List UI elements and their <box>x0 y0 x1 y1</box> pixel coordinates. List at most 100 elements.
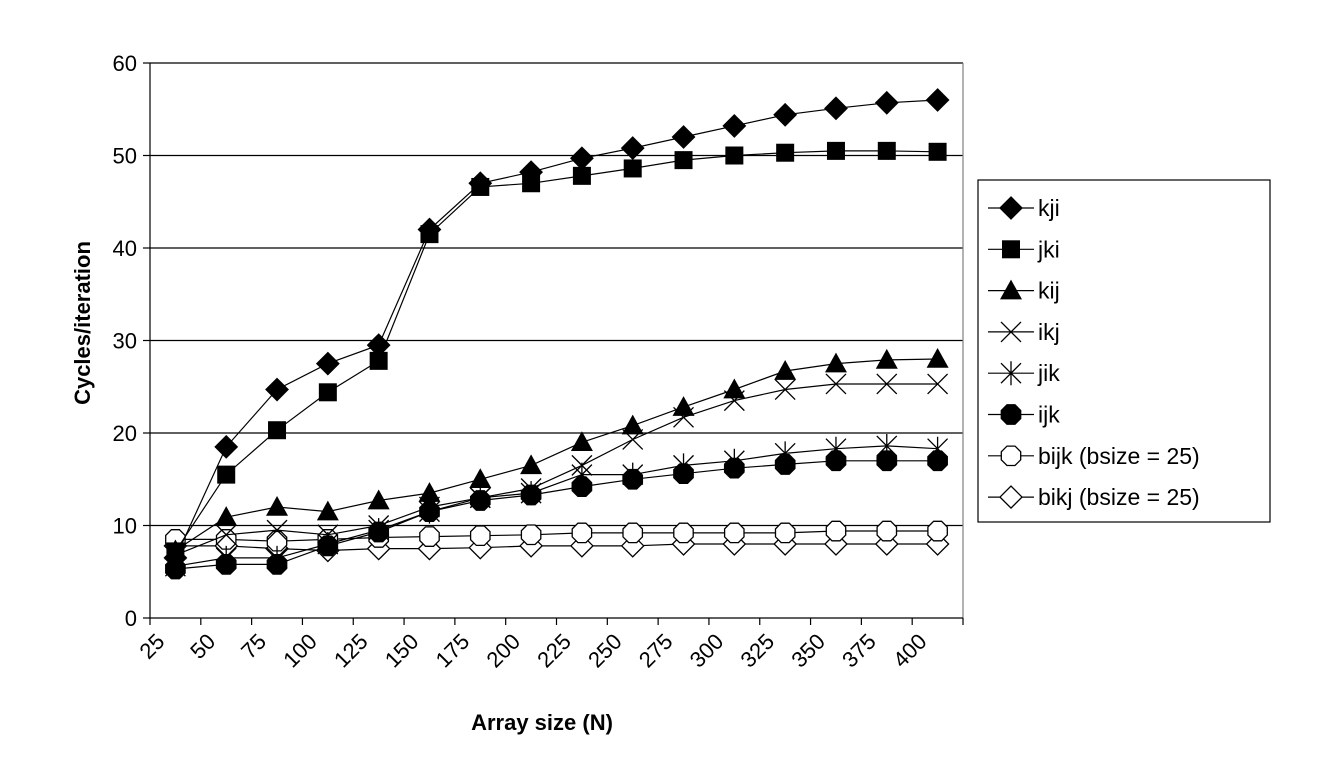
data-point <box>623 159 642 178</box>
data-point <box>519 160 544 185</box>
axes <box>143 62 964 625</box>
data-point <box>824 352 847 373</box>
data-point <box>876 450 898 472</box>
data-point <box>622 522 644 544</box>
series-line <box>175 460 938 570</box>
series-line <box>174 99 938 559</box>
data-point <box>723 448 745 473</box>
data-point <box>776 143 795 162</box>
legend-label: kij <box>1038 278 1060 304</box>
series-line <box>175 530 938 542</box>
legend: kji jki kij ikj jik ijk bijk (bsize = 25) bikj … <box>977 179 1271 523</box>
data-point <box>723 378 746 399</box>
data-point <box>672 396 695 416</box>
data-point <box>928 142 947 161</box>
x-tick-label: 225 <box>532 629 576 673</box>
data-point <box>874 90 899 115</box>
data-point <box>622 462 644 487</box>
data-point <box>926 348 949 368</box>
data-point <box>620 136 645 161</box>
y-tick-label: 0 <box>125 606 137 631</box>
data-point <box>774 379 796 400</box>
data-point <box>266 545 288 570</box>
data-point <box>722 113 747 138</box>
data-point <box>317 532 339 556</box>
data-point <box>317 524 339 546</box>
data-point <box>163 545 188 570</box>
data-point <box>369 351 388 370</box>
legend-marker <box>1000 361 1022 386</box>
data-point <box>572 166 591 185</box>
data-point <box>265 377 289 402</box>
tick-labels: 0 10 20 30 40 50 60 25 50 75 100 125 150 175 200 225 250… <box>113 51 932 672</box>
data-point <box>673 522 694 544</box>
legend-label: jik <box>1037 360 1060 386</box>
legend-marker <box>1000 445 1022 467</box>
data-point <box>927 436 949 461</box>
series-line <box>175 543 938 552</box>
data-point <box>723 522 745 544</box>
legend-item: kji <box>988 195 1060 221</box>
series-line <box>174 150 938 552</box>
x-tick-label: 100 <box>278 629 322 673</box>
data-point <box>825 436 847 461</box>
data-point <box>215 506 238 526</box>
x-tick-label: 350 <box>786 629 830 673</box>
data-point <box>315 351 340 376</box>
data-point <box>826 141 845 160</box>
x-tick-label: 75 <box>236 629 271 664</box>
series-jki <box>166 141 947 561</box>
x-tick-label: 150 <box>380 629 424 673</box>
data-point <box>469 468 492 489</box>
legend-label: jki <box>1037 236 1060 262</box>
data-point <box>266 496 289 516</box>
data-point <box>877 141 896 160</box>
data-point <box>774 360 797 380</box>
data-point <box>570 431 593 452</box>
x-tick-label: 375 <box>837 629 881 673</box>
legend-marker <box>1000 279 1022 300</box>
legend-label: bikj (bsize = 25) <box>1038 484 1200 510</box>
series-ijk <box>165 450 948 580</box>
data-point <box>468 171 493 196</box>
legend-item: bijk (bsize = 25) <box>988 443 1200 469</box>
legend-marker <box>999 485 1023 510</box>
data-point <box>824 96 848 121</box>
data-point <box>927 373 949 395</box>
legend-item: ikj <box>988 319 1060 345</box>
data-point <box>520 481 542 506</box>
data-point <box>520 454 543 475</box>
data-point <box>214 434 239 459</box>
data-point <box>520 524 542 546</box>
data-point <box>875 348 898 369</box>
series-line <box>175 383 938 556</box>
data-point <box>925 88 950 112</box>
x-axis-title: Array size (N) <box>471 710 613 735</box>
data-point <box>318 383 337 402</box>
data-point <box>671 125 696 149</box>
x-tick-label: 400 <box>888 629 932 673</box>
data-point <box>876 433 898 458</box>
data-point <box>927 520 948 542</box>
data-point <box>569 146 594 171</box>
x-tick-label: 50 <box>185 629 220 664</box>
y-tick-label: 60 <box>113 51 137 76</box>
data-point <box>571 476 593 498</box>
legend-marker <box>1000 404 1022 425</box>
data-point <box>316 500 339 521</box>
legend-marker <box>1002 240 1020 259</box>
legend-label: ikj <box>1038 319 1060 345</box>
legend-item: ijk <box>988 402 1060 428</box>
legend-label: bijk (bsize = 25) <box>1038 443 1200 469</box>
series-bijk <box>165 520 948 552</box>
legend-marker <box>999 196 1023 220</box>
x-tick-label: 200 <box>481 629 525 673</box>
data-point <box>725 146 744 165</box>
legend-label: ijk <box>1038 402 1060 428</box>
data-point <box>773 102 798 127</box>
series-kji <box>163 88 950 570</box>
legend-label: kji <box>1038 195 1060 221</box>
y-tick-label: 40 <box>113 236 137 261</box>
